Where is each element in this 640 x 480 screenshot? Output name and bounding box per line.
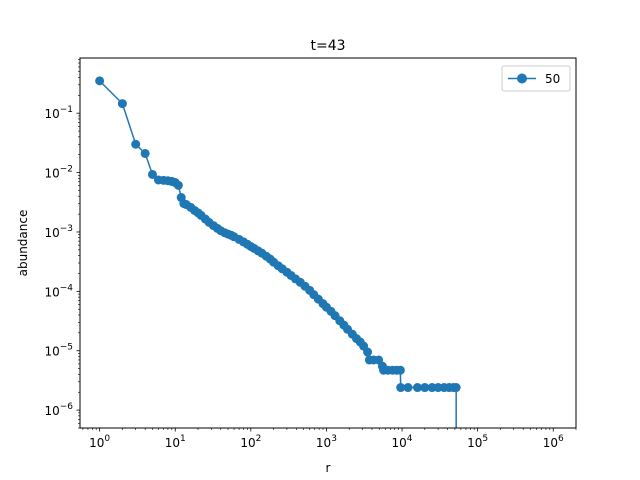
y-axis-label: abundance [16, 210, 30, 277]
y-tick-label: 10−6 [44, 402, 73, 418]
data-point [147, 169, 157, 179]
data-point [396, 383, 406, 393]
plot-frame [79, 57, 577, 429]
data-point [131, 139, 141, 149]
x-axis-label: r [326, 461, 331, 475]
legend-label: 50 [545, 72, 560, 86]
y-tick-label: 10−4 [44, 283, 73, 299]
data-point [451, 383, 461, 393]
x-tick-label: 101 [165, 434, 186, 450]
chart-title: t=43 [310, 38, 345, 54]
series-group [95, 76, 461, 428]
x-tick-label: 100 [89, 434, 110, 450]
x-tick-label: 104 [392, 434, 413, 450]
y-tick-label: 10−1 [44, 105, 73, 121]
data-point [412, 383, 422, 393]
legend: 50 [501, 65, 571, 92]
y-tick-label: 10−2 [44, 165, 73, 181]
y-tick-label: 10−5 [44, 343, 73, 359]
y-tick-label: 10−3 [44, 224, 73, 240]
x-tick-label: 103 [316, 434, 337, 450]
data-point [140, 148, 150, 158]
x-tick-label: 102 [240, 434, 261, 450]
legend-marker [517, 73, 527, 84]
data-point [363, 347, 373, 357]
data-point [395, 365, 405, 375]
plot-area [95, 76, 461, 428]
data-point [403, 383, 413, 393]
data-point [117, 99, 127, 109]
x-tick-label: 106 [543, 434, 564, 450]
axis-ticks: 100 101 102 103 104 105 106 10−1 10−2 10−3 10−4 10−… [44, 59, 577, 450]
x-tick-label: 105 [467, 434, 488, 450]
data-point [420, 383, 430, 393]
data-point [173, 180, 183, 190]
data-point [95, 76, 105, 86]
